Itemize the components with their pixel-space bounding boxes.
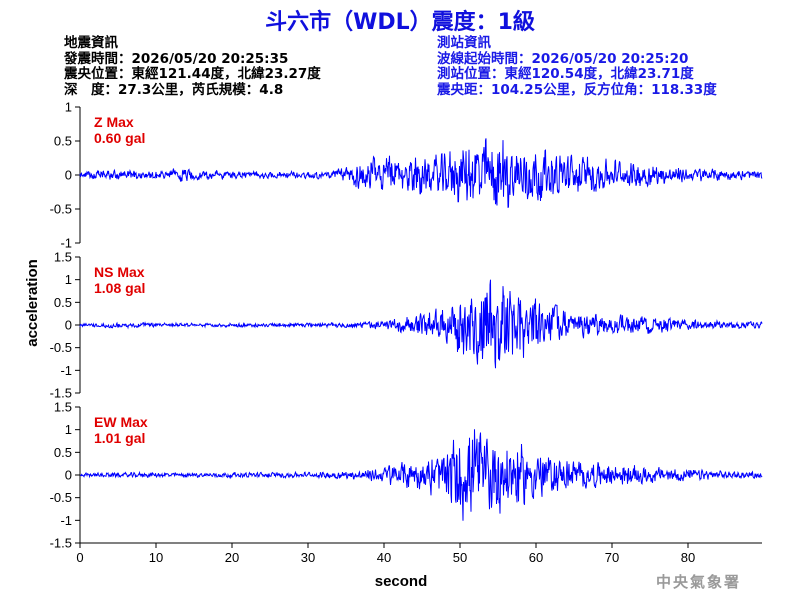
y-tick-label: -1 <box>60 363 72 378</box>
max-label-ew: EW Max <box>94 414 148 430</box>
y-tick-label: -1.5 <box>50 536 72 551</box>
y-axis-label: acceleration <box>24 259 41 347</box>
x-tick-label: 20 <box>225 550 239 565</box>
y-tick-label: 0 <box>65 468 72 483</box>
y-tick-label: -1.5 <box>50 386 72 401</box>
max-value-ew: 1.01 gal <box>94 430 145 446</box>
y-tick-label: 1 <box>65 422 72 437</box>
y-tick-label: 1.5 <box>54 250 72 265</box>
waveform-ns <box>79 279 763 369</box>
station-info-heading: 測站資訊 <box>437 35 491 51</box>
waveform-start-time: 波線起始時間：2026/05/20 20:25:20 <box>437 50 689 67</box>
max-value-ns: 1.08 gal <box>94 280 145 296</box>
y-tick-label: -0.5 <box>50 202 72 217</box>
x-tick-label: 0 <box>76 550 83 565</box>
depth-magnitude: 深 度：27.3公里，芮氏規模：4.8 <box>64 81 284 98</box>
x-tick-label: 40 <box>377 550 391 565</box>
y-tick-label: -1 <box>60 513 72 528</box>
x-tick-label: 30 <box>301 550 315 565</box>
waveform-ew <box>80 429 763 521</box>
y-tick-label: 0.5 <box>54 445 72 460</box>
y-tick-label: -1 <box>60 236 72 251</box>
x-tick-label: 70 <box>605 550 619 565</box>
y-tick-label: 0 <box>65 318 72 333</box>
y-tick-label: -0.5 <box>50 340 72 355</box>
earthquake-info-heading: 地震資訊 <box>64 35 118 51</box>
max-label-z: Z Max <box>94 114 134 130</box>
station-location: 測站位置：東經120.54度，北緯23.71度 <box>437 66 694 82</box>
epicentral-distance: 震央距：104.25公里，反方位角：118.33度 <box>437 81 717 98</box>
origin-time: 發震時間：2026/05/20 20:25:35 <box>64 50 289 67</box>
x-tick-label: 60 <box>529 550 543 565</box>
waveform-z <box>79 138 763 208</box>
y-tick-label: 0.5 <box>54 134 72 149</box>
y-tick-label: 0.5 <box>54 295 72 310</box>
station-info-block: 測站資訊 波線起始時間：2026/05/20 20:25:20 測站位置：東經1… <box>437 35 717 98</box>
epicenter-location: 震央位置：東經121.44度，北緯23.27度 <box>64 66 321 82</box>
y-tick-label: 1 <box>65 100 72 115</box>
page-title: 斗六市（WDL）震度：1級 <box>265 10 535 35</box>
y-tick-label: 0 <box>65 168 72 183</box>
earthquake-info-block: 地震資訊 發震時間：2026/05/20 20:25:35 震央位置：東經121… <box>64 35 321 98</box>
agency-watermark: 中央氣象署 <box>656 573 742 591</box>
max-value-z: 0.60 gal <box>94 130 145 146</box>
x-tick-label: 50 <box>453 550 467 565</box>
x-tick-label: 10 <box>149 550 163 565</box>
y-tick-label: -0.5 <box>50 490 72 505</box>
y-tick-label: 1.5 <box>54 400 72 415</box>
x-axis-label: second <box>375 573 428 590</box>
y-tick-label: 1 <box>65 272 72 287</box>
x-tick-label: 80 <box>681 550 695 565</box>
max-label-ns: NS Max <box>94 264 145 280</box>
